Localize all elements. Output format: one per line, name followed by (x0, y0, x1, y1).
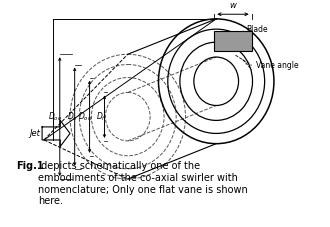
Text: w: w (230, 1, 236, 10)
Text: Fig.1: Fig.1 (16, 161, 44, 171)
Text: depicts schematically one of the
embodiments of the co-axial swirler with
nomenc: depicts schematically one of the embodim… (38, 161, 248, 206)
Text: $D_{oe}$: $D_{oe}$ (49, 110, 63, 123)
Text: $D_{on}$: $D_{on}$ (78, 110, 92, 123)
Text: Blade: Blade (246, 25, 268, 35)
Text: $D_h$: $D_h$ (96, 110, 107, 123)
Text: $D_e$: $D_e$ (67, 110, 78, 123)
Text: Jet: Jet (29, 129, 40, 138)
Text: Vane angle: Vane angle (256, 61, 299, 70)
Bar (214, 31, 251, 52)
